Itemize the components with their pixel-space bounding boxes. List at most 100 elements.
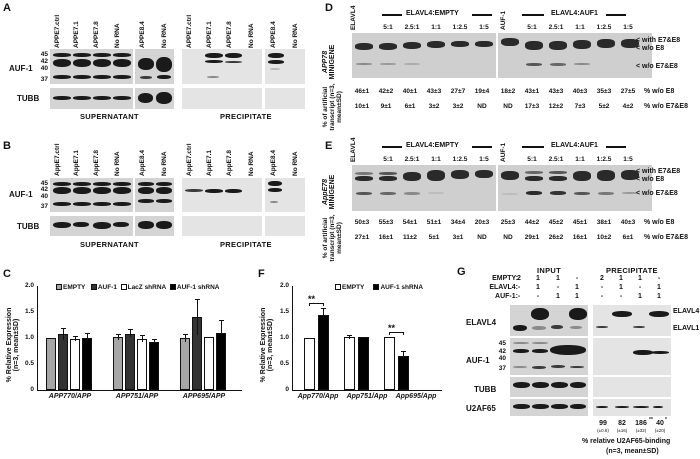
bar xyxy=(58,334,68,390)
ratio-label: 1:1 xyxy=(431,24,441,31)
caption-precipitate: PRECIPITATE xyxy=(220,112,272,121)
legend-swatch xyxy=(56,284,62,290)
panel-label-f: F xyxy=(258,268,265,280)
lane-label: APPE8.4 xyxy=(139,21,146,48)
blot-tubb-precipitate xyxy=(182,88,262,109)
lane-label: No RNA xyxy=(292,23,299,48)
bar xyxy=(70,339,80,390)
bar xyxy=(113,337,123,390)
blot-g-auf1-input xyxy=(510,338,588,375)
mw-marker: 45 xyxy=(498,340,506,347)
group-title: ELAVL4:AUF1 xyxy=(551,10,598,17)
ytick: 1.0 xyxy=(279,334,289,341)
lane-label: No RNA xyxy=(114,151,121,176)
lane-label: AppE7.ctrl xyxy=(54,143,61,176)
legend-label: AUF-1 shRNA xyxy=(380,284,424,291)
chart-c-xaxis xyxy=(37,390,242,391)
blot-g-elavl4-precipitate xyxy=(593,305,671,336)
bar xyxy=(137,339,147,390)
lane-label: ELAVL4 xyxy=(350,5,357,30)
ratio-label: 1:1 xyxy=(575,156,585,163)
bar xyxy=(125,334,135,390)
band-label: < w/o E7&E8 xyxy=(636,190,678,197)
mw-marker: 40 xyxy=(40,193,48,200)
bar xyxy=(344,337,355,390)
lane-label: AppE7.8 xyxy=(93,149,100,176)
mw-marker: 40 xyxy=(40,65,48,72)
mw-marker: 45 xyxy=(40,180,48,187)
ratio-label: 5:1 xyxy=(527,156,537,163)
blot-auf1-precipitate xyxy=(182,178,262,212)
legend-swatch xyxy=(373,284,380,290)
bar xyxy=(82,338,92,390)
band-label: < w/o E8 xyxy=(636,176,665,183)
caption-supernatant: SUPERNATANT xyxy=(80,112,139,121)
blot-tubb-precipitate-e8 xyxy=(265,216,305,236)
legend-swatch xyxy=(169,284,176,290)
bar xyxy=(204,337,214,390)
precipitate-title: PRECIPITATE xyxy=(606,266,658,275)
category-label: App695/App xyxy=(395,393,437,400)
lane-label: AppE7.ctrl xyxy=(186,143,193,176)
gel-elavl4-empty xyxy=(352,33,496,78)
band-label: < w/o E7&E8 xyxy=(636,63,678,70)
bar xyxy=(398,356,409,390)
gel-elavl4-auf1 xyxy=(498,33,652,78)
row-label-tubb: TUBB xyxy=(474,385,497,394)
blot-auf1-precipitate-e8 xyxy=(265,49,305,84)
ratio-label: 2.5:1 xyxy=(404,24,420,31)
input-title: INPUT xyxy=(537,266,561,275)
bar xyxy=(149,342,159,390)
ratio-label: 2.5:1 xyxy=(404,156,420,163)
blot-auf1-precipitate xyxy=(182,49,262,84)
ytick: 1.5 xyxy=(24,308,34,315)
blot-auf1-supernatant-e8 xyxy=(135,49,174,84)
lane-label: APPE7.1 xyxy=(73,21,80,48)
panel-label-c: C xyxy=(3,268,11,280)
group-title: ELAVL4:EMPTY xyxy=(406,10,459,17)
significance-marker: ** xyxy=(388,323,396,333)
ratio-label: 5:1 xyxy=(527,24,537,31)
category-label: App751/App xyxy=(346,393,388,400)
band-label: < with E7&E8 xyxy=(636,37,681,44)
panel-label-d: D xyxy=(325,2,333,14)
caption-supernatant: SUPERNATANT xyxy=(80,240,139,249)
legend-label: EMPTY xyxy=(63,284,86,291)
chart-f-xaxis xyxy=(292,390,442,391)
significance-bracket xyxy=(389,332,404,335)
row-label-auf1: AUF-1 xyxy=(9,190,33,199)
ratio-label: 1:2.5 xyxy=(596,156,612,163)
caption-precipitate: PRECIPITATE xyxy=(220,240,272,249)
mw-marker: 37 xyxy=(498,365,506,372)
row-label-auf1: AUF-1 xyxy=(466,356,490,365)
blot-auf1-supernatant xyxy=(50,49,133,84)
blot-tubb-supernatant xyxy=(50,88,133,109)
row-label-tubb: TUBB xyxy=(17,94,40,103)
bar xyxy=(358,337,369,390)
mw-marker: 37 xyxy=(40,76,48,83)
blot-tubb-supernatant xyxy=(50,216,133,236)
bar xyxy=(216,333,226,390)
category-label: APP695/APP xyxy=(182,393,226,400)
right-label-elavl1: ELAVL1 xyxy=(673,325,700,332)
legend-label: EMPTY xyxy=(342,284,365,291)
ratio-label: 2.5:1 xyxy=(548,156,564,163)
binding-footer-line1: % relative U2AF65-binding xyxy=(582,438,671,445)
lane-label: AppE8.4 xyxy=(270,149,277,176)
lane-label: APPE8.4 xyxy=(270,21,277,48)
ytick: 2.0 xyxy=(279,282,289,289)
lane-label: APPE7.1 xyxy=(206,21,213,48)
ytick: 0.5 xyxy=(24,360,34,367)
category-label: App770/App xyxy=(297,393,339,400)
legend-label: AUF-1 xyxy=(97,284,117,291)
panel-label-b: B xyxy=(3,140,11,152)
band-label: < with E7&E8 xyxy=(636,168,681,175)
chart-c-yaxis xyxy=(37,286,38,390)
blot-auf1-supernatant-e8 xyxy=(135,178,174,212)
blot-g-u2af65-precipitate xyxy=(593,399,671,416)
bar xyxy=(46,338,56,390)
blot-tubb-precipitate-e8 xyxy=(265,88,305,109)
binding-footer-line2: (n=3, mean±SD) xyxy=(606,448,659,455)
chart-c-ylabel: % Relative Expression (n=3, mean±SD) xyxy=(6,307,20,383)
category-label: APP770/APP xyxy=(48,393,92,400)
